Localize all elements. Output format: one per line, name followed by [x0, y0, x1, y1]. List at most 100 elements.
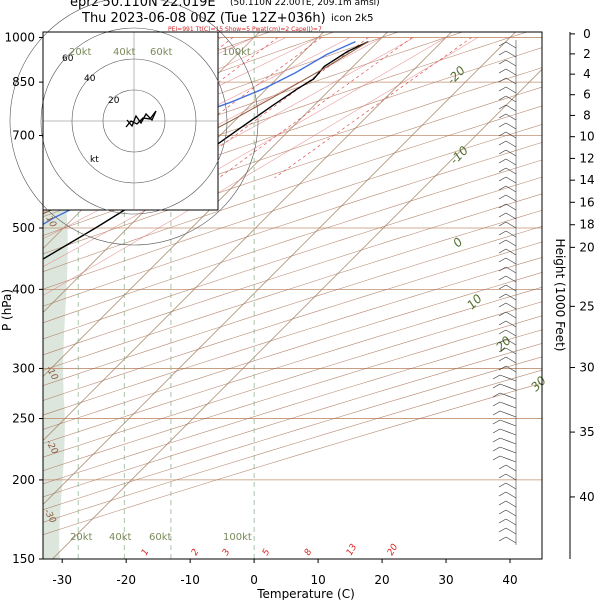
wind-barb-flag [498, 176, 507, 182]
height-tick-label: 35 [579, 425, 594, 439]
header-model: icon 2k5 [331, 13, 373, 24]
wind-barb-flag [498, 356, 507, 362]
wind-barb [499, 455, 517, 463]
dry-adiabat-line [43, 142, 542, 307]
wind-barb-flag [498, 239, 507, 245]
mixing-ratio-label: 3 [221, 547, 233, 557]
series-dewpoint [43, 40, 356, 226]
wind-barb [505, 59, 517, 67]
height-tick-label: 30 [579, 361, 594, 375]
hodograph-ring-label: 60 [62, 54, 74, 64]
wind-barb [505, 212, 517, 220]
x-tick-label: 20 [374, 573, 389, 587]
wind-barb [505, 140, 517, 148]
wind-barb-flag [498, 527, 507, 533]
wind-barb-flag [498, 320, 507, 326]
y-axis: 150 200 250 300 400 500 700 850 1000 [4, 30, 43, 566]
mixing-ratio-label: 2 [190, 547, 202, 557]
wind-barb-flag [498, 113, 507, 119]
wind-barb-flag [498, 203, 507, 209]
wind-barb [505, 239, 517, 247]
wind-axis-label-bottom: 40kt [109, 532, 132, 543]
wind-barb-flag [498, 338, 507, 344]
p-tick-label: 500 [12, 221, 35, 235]
height-tick-label: 2 [583, 47, 591, 61]
wind-barb-flag [498, 122, 507, 128]
dry-adiabat-line [43, 329, 542, 485]
dry-adiabat-line [43, 343, 542, 498]
wind-barb-flag [498, 293, 507, 299]
wind-barb [505, 185, 517, 193]
wind-barb [499, 428, 517, 436]
x-tick-label: 0 [250, 573, 258, 587]
wind-barb [505, 257, 517, 265]
mixing-ratio-label: 8 [303, 547, 315, 557]
wind-barb-flag [498, 248, 507, 254]
wind-barb [505, 275, 517, 283]
wind-barb [505, 68, 517, 76]
wind-barb-flag [498, 491, 507, 497]
wind-barb-flag [498, 221, 507, 227]
moist-adiabat-line [43, 37, 479, 296]
mixing-ratio-label: 1 [140, 548, 152, 558]
p-tick-label: 150 [12, 552, 35, 566]
header-indices: PEI=991 Tt(C)=15 Show=5 Pwat(cm)=2 Cape(… [168, 26, 322, 33]
height-tick-label: 18 [579, 218, 594, 232]
dry-adiabat-line [43, 301, 542, 458]
wind-barb [505, 356, 517, 364]
wind-barb-flag [498, 473, 507, 479]
header-location-detail: (50.110N 22.00TE, 209.1m amsl) [230, 0, 380, 8]
dry-adiabat-line [43, 356, 542, 511]
wind-barb-flag [492, 383, 501, 389]
wind-barb-flag [498, 302, 507, 308]
x-tick-label: 30 [438, 573, 453, 587]
wind-barb-flag [498, 212, 507, 218]
p-tick-label: 200 [12, 473, 35, 487]
wind-axis-label-top: 100kt [222, 47, 251, 58]
wind-barb-flag [498, 311, 507, 317]
wind-barb-flag [498, 86, 507, 92]
wind-reference-lines [77, 32, 255, 559]
wind-barb-flag [498, 77, 507, 83]
height-tick-label: 4 [583, 67, 591, 81]
x-tick-label: -20 [116, 573, 136, 587]
dry-adiabat-line [43, 272, 542, 430]
height-tick-label: 10 [579, 130, 594, 144]
wind-barb [505, 284, 517, 292]
wind-barb-flag [498, 59, 507, 65]
wind-barb [505, 86, 517, 94]
wind-barb [505, 338, 517, 346]
wind-barb-flag [498, 509, 507, 515]
wind-barb [505, 176, 517, 184]
wind-barb-flag [498, 167, 507, 173]
p-tick-label: 250 [12, 412, 35, 426]
hodograph-ring [40, 27, 228, 215]
wind-barb-flag [498, 50, 507, 56]
series-temperature [43, 40, 369, 260]
wind-barb-flag [492, 446, 501, 452]
wind-barb [505, 347, 517, 355]
wind-barb [505, 50, 517, 58]
wind-barb-flag [498, 185, 507, 191]
wind-barb [499, 401, 517, 409]
wind-barb [505, 320, 517, 328]
wind-barb-flag [498, 518, 507, 524]
wind-barb [505, 248, 517, 256]
wind-barb [505, 77, 517, 85]
wind-barb [505, 149, 517, 157]
wind-axis-label-top: 60kt [150, 47, 173, 58]
isotherm-line [43, 32, 324, 314]
dry-adiabat-line [43, 86, 542, 255]
dry-adiabat-line [43, 105, 542, 273]
wind-barb [505, 122, 517, 130]
wind-barb [505, 518, 517, 526]
y-axis-label: P (hPa) [0, 289, 14, 331]
hodograph-ring-label: 20 [108, 96, 120, 106]
wind-barb [505, 491, 517, 499]
wind-barb-flag [492, 392, 501, 398]
dry-adiabat-line [43, 32, 399, 158]
moist-adiabat-line [43, 37, 319, 167]
height-tick-label: 8 [583, 108, 591, 122]
